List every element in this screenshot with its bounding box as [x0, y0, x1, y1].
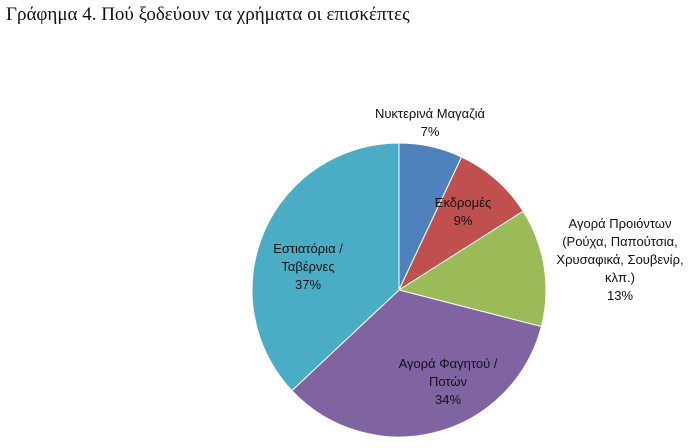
slice-label-4: Εστιατόρια / Ταβέρνες 37%: [273, 241, 343, 292]
pie-slice-3: [291, 289, 542, 438]
slice-category-label: Ποτών: [429, 374, 467, 389]
slice-percent-label: 7%: [421, 124, 440, 139]
slice-category-label: Αγορά Προιόντων: [569, 216, 672, 231]
slice-percent-label: 37%: [295, 277, 321, 292]
pie-slice-2: [397, 210, 547, 328]
slice-label-1: Εκδρομές 9%: [435, 195, 491, 228]
slice-label-3: Αγορά Φαγητού / Ποτών 34%: [399, 356, 498, 407]
slice-percent-label: 13%: [607, 288, 633, 303]
slice-category-label: Εστιατόρια /: [273, 241, 343, 256]
slice-category-label: Χρυσαφικά, Σουβενίρ,: [556, 252, 683, 267]
slice-category-label: κλπ.): [605, 270, 635, 285]
chart-title: Γράφημα 4. Πού ξοδεύουν τα χρήματα οι επ…: [6, 4, 410, 25]
slice-category-label: (Ρούχα, Παπούτσια,: [562, 234, 678, 249]
slice-category-label: Αγορά Φαγητού /: [399, 356, 498, 371]
slice-percent-label: 9%: [454, 213, 473, 228]
pie-slice-1: [397, 156, 524, 292]
slice-label-2: Αγορά Προιόντων (Ρούχα, Παπούτσια, Χρυσαφι…: [556, 216, 683, 303]
slice-category-label: Νυκτερινά Μαγαζιά: [375, 106, 486, 121]
slice-percent-label: 34%: [435, 392, 461, 407]
slice-label-0: Νυκτερινά Μαγαζιά 7%: [375, 106, 486, 139]
slice-category-label: Ταβέρνες: [281, 259, 334, 274]
slice-category-label: Εκδρομές: [435, 195, 491, 210]
pie-slice-4: [251, 142, 400, 392]
